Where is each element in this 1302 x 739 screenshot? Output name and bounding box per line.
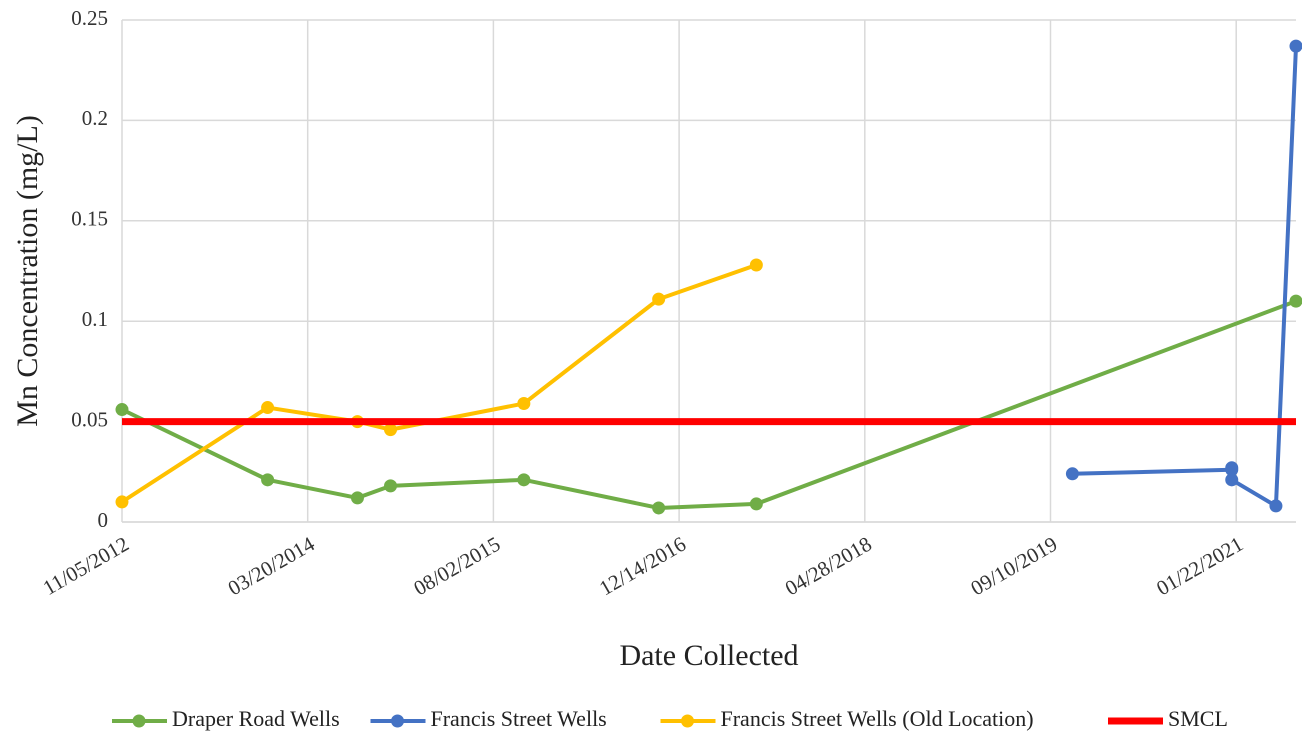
series-line bbox=[121, 299, 1297, 510]
data-point bbox=[1289, 294, 1302, 308]
data-point bbox=[115, 403, 129, 417]
legend-marker bbox=[132, 714, 146, 728]
data-point bbox=[1225, 473, 1239, 487]
y-tick-label: 0.15 bbox=[71, 207, 108, 231]
y-tick-label: 0.1 bbox=[82, 307, 108, 331]
legend-marker bbox=[681, 714, 694, 728]
data-point bbox=[1289, 39, 1302, 53]
x-tick-label: 09/10/2019 bbox=[967, 532, 1062, 601]
data-point bbox=[517, 397, 531, 411]
data-point bbox=[749, 258, 763, 272]
y-tick-label: 0.05 bbox=[71, 407, 108, 431]
data-point bbox=[261, 401, 275, 415]
data-point bbox=[749, 497, 763, 511]
data-point bbox=[652, 292, 666, 306]
y-tick-label: 0.2 bbox=[82, 106, 108, 130]
series-line bbox=[1072, 46, 1298, 508]
y-axis-title: Mn Concentration (mg/L) bbox=[11, 115, 44, 427]
data-point bbox=[517, 473, 531, 487]
data-point bbox=[1269, 499, 1283, 513]
data-point bbox=[1065, 467, 1079, 481]
x-tick-label: 03/20/2014 bbox=[224, 531, 319, 600]
data-point bbox=[261, 473, 275, 487]
data-point bbox=[652, 501, 666, 515]
x-axis-title: Date Collected bbox=[619, 639, 798, 672]
x-tick-label: 12/14/2016 bbox=[595, 532, 690, 601]
x-tick-label: 11/05/2012 bbox=[39, 532, 133, 600]
data-point bbox=[384, 479, 398, 493]
data-point bbox=[350, 491, 364, 505]
legend-label: Draper Road Wells bbox=[172, 706, 340, 731]
legend-marker bbox=[391, 714, 404, 728]
x-tick-label: 04/28/2018 bbox=[781, 532, 876, 601]
data-point bbox=[1225, 461, 1239, 475]
data-point bbox=[384, 423, 398, 437]
legend-label: Francis Street Wells bbox=[431, 706, 607, 731]
x-tick-label: 08/02/2015 bbox=[409, 532, 504, 601]
legend-label: Francis Street Wells (Old Location) bbox=[721, 706, 1034, 731]
data-point bbox=[115, 495, 129, 509]
y-tick-label: 0 bbox=[98, 508, 109, 532]
y-tick-label: 0.25 bbox=[71, 6, 108, 30]
legend-label: SMCL bbox=[1168, 706, 1228, 731]
x-tick-label: 01/22/2021 bbox=[1152, 532, 1247, 601]
